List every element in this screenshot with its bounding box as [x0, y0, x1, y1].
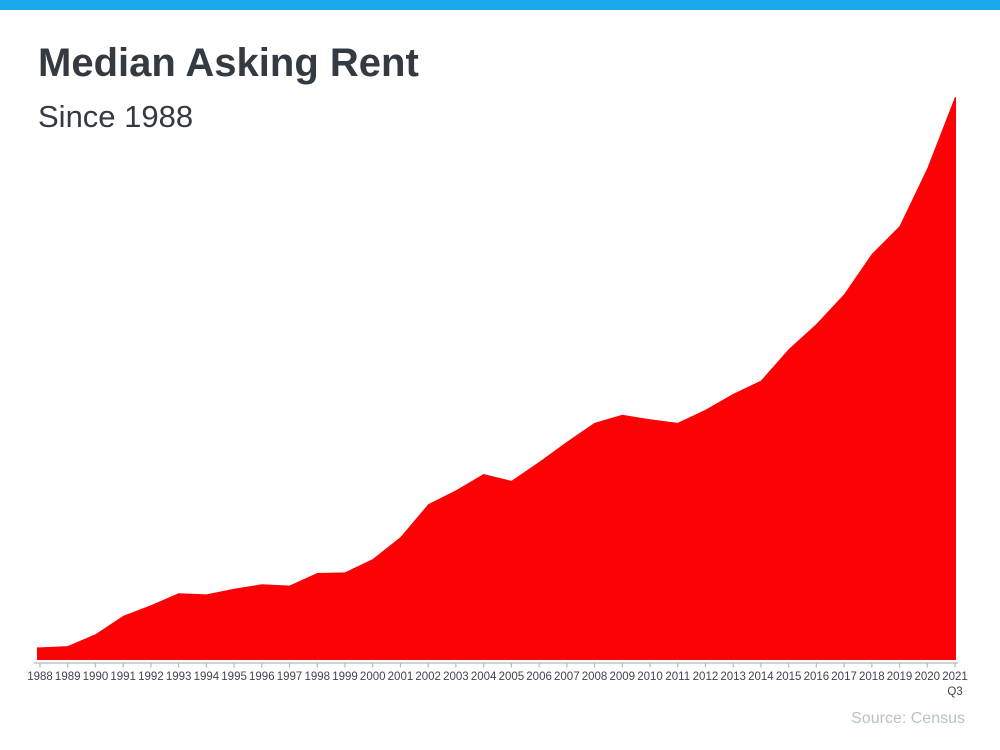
source-credit: Source: Census	[851, 710, 965, 727]
x-axis-label: 1992	[138, 671, 164, 683]
x-axis-sublabel-q3: Q3	[947, 686, 962, 698]
x-axis-label: 2005	[499, 671, 525, 683]
x-axis-label: 2015	[776, 671, 802, 683]
x-axis-label: 2012	[693, 671, 719, 683]
x-axis-label: 2006	[526, 671, 552, 683]
page-subtitle: Since 1988	[38, 99, 194, 134]
x-axis-label: 1989	[55, 671, 81, 683]
x-axis-label: 1996	[249, 671, 275, 683]
x-axis-label: 2021	[942, 671, 968, 683]
top-accent-bar	[0, 0, 1000, 10]
x-axis-label: 2001	[388, 671, 414, 683]
x-axis-label: 2000	[360, 671, 386, 683]
x-axis-label: 1998	[304, 671, 330, 683]
chart-header: Median Asking Rent Since 1988	[38, 40, 419, 134]
x-axis-label: 1993	[166, 671, 192, 683]
x-axis-label: 1988	[27, 671, 53, 683]
x-axis-label: 2016	[804, 671, 830, 683]
x-axis-label: 2003	[443, 671, 469, 683]
x-axis-label: 1994	[194, 671, 220, 683]
x-axis-label: 2008	[582, 671, 608, 683]
page-title: Median Asking Rent	[38, 41, 419, 85]
x-axis-label: 1990	[83, 671, 109, 683]
x-axis-label: 1995	[221, 671, 247, 683]
x-axis-label: 2010	[637, 671, 663, 683]
x-axis-label: 2004	[471, 671, 497, 683]
x-axis-label: 1997	[277, 671, 303, 683]
area-shape	[37, 97, 956, 660]
x-axis-label: 2020	[914, 671, 940, 683]
x-axis-label: 2011	[665, 671, 690, 683]
x-axis-label: 2017	[831, 671, 857, 683]
x-axis-label: 2002	[415, 671, 441, 683]
x-axis-label: 2019	[887, 671, 913, 683]
x-axis-label: 1991	[110, 671, 136, 683]
x-axis-label: 2009	[609, 671, 635, 683]
x-axis-label: 1999	[332, 671, 358, 683]
x-axis-label: 2007	[554, 671, 580, 683]
x-axis-label: 2014	[748, 671, 774, 683]
x-axis-label: 2013	[720, 671, 746, 683]
x-axis-label: 2018	[859, 671, 885, 683]
